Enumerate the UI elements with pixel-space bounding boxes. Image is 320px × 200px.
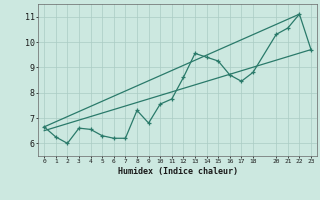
X-axis label: Humidex (Indice chaleur): Humidex (Indice chaleur)	[118, 167, 238, 176]
